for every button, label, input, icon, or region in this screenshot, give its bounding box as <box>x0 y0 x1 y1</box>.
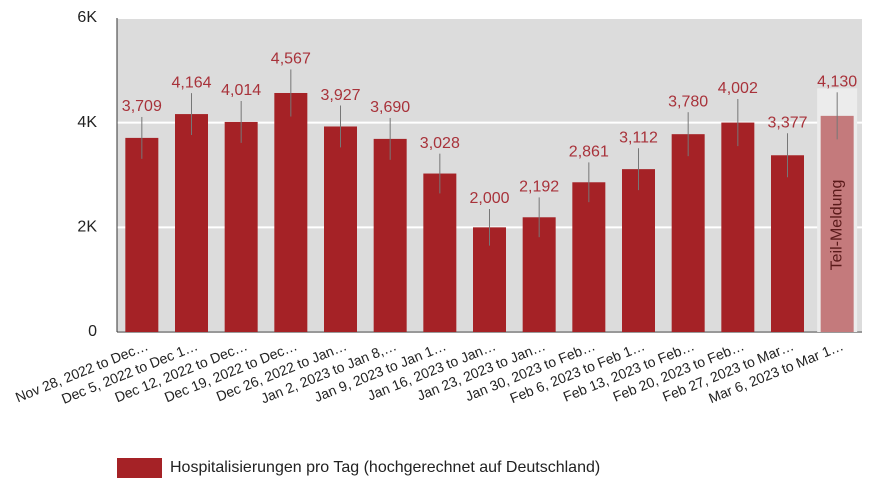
y-tick-label: 2K <box>77 219 97 236</box>
value-label: 2,000 <box>469 190 509 207</box>
bar <box>572 182 606 332</box>
bar <box>224 121 258 333</box>
value-label: 3,112 <box>619 129 658 146</box>
bar <box>671 134 705 332</box>
bar <box>373 138 407 332</box>
value-label: 4,164 <box>171 74 211 91</box>
value-label: 2,861 <box>569 144 609 161</box>
y-tick-label: 4K <box>77 114 97 131</box>
legend-swatch <box>117 458 162 478</box>
y-tick-label: 6K <box>77 9 97 26</box>
annotation: Teil-Meldung <box>828 180 845 271</box>
value-label: 2,192 <box>519 179 559 196</box>
bar <box>771 155 804 332</box>
bar <box>125 137 159 332</box>
y-tick-label: 0 <box>88 323 97 340</box>
bar <box>274 92 308 332</box>
value-label: 3,709 <box>122 98 162 115</box>
value-label: 3,927 <box>320 87 360 104</box>
value-label: 3,028 <box>420 135 460 152</box>
bar <box>721 122 755 332</box>
legend-label: Hospitalisierungen pro Tag (hochgerechne… <box>170 459 600 476</box>
value-label: 3,377 <box>767 115 807 132</box>
bar <box>175 114 208 332</box>
bar <box>423 173 457 332</box>
bar <box>622 169 655 332</box>
bar <box>820 115 854 332</box>
value-label: 3,690 <box>370 99 410 116</box>
value-label: 4,002 <box>718 80 758 97</box>
value-label: 4,014 <box>221 82 261 99</box>
value-label: 3,780 <box>668 93 708 110</box>
value-label: 4,567 <box>271 51 311 68</box>
bar <box>324 126 357 332</box>
value-label: 4,130 <box>817 74 857 91</box>
